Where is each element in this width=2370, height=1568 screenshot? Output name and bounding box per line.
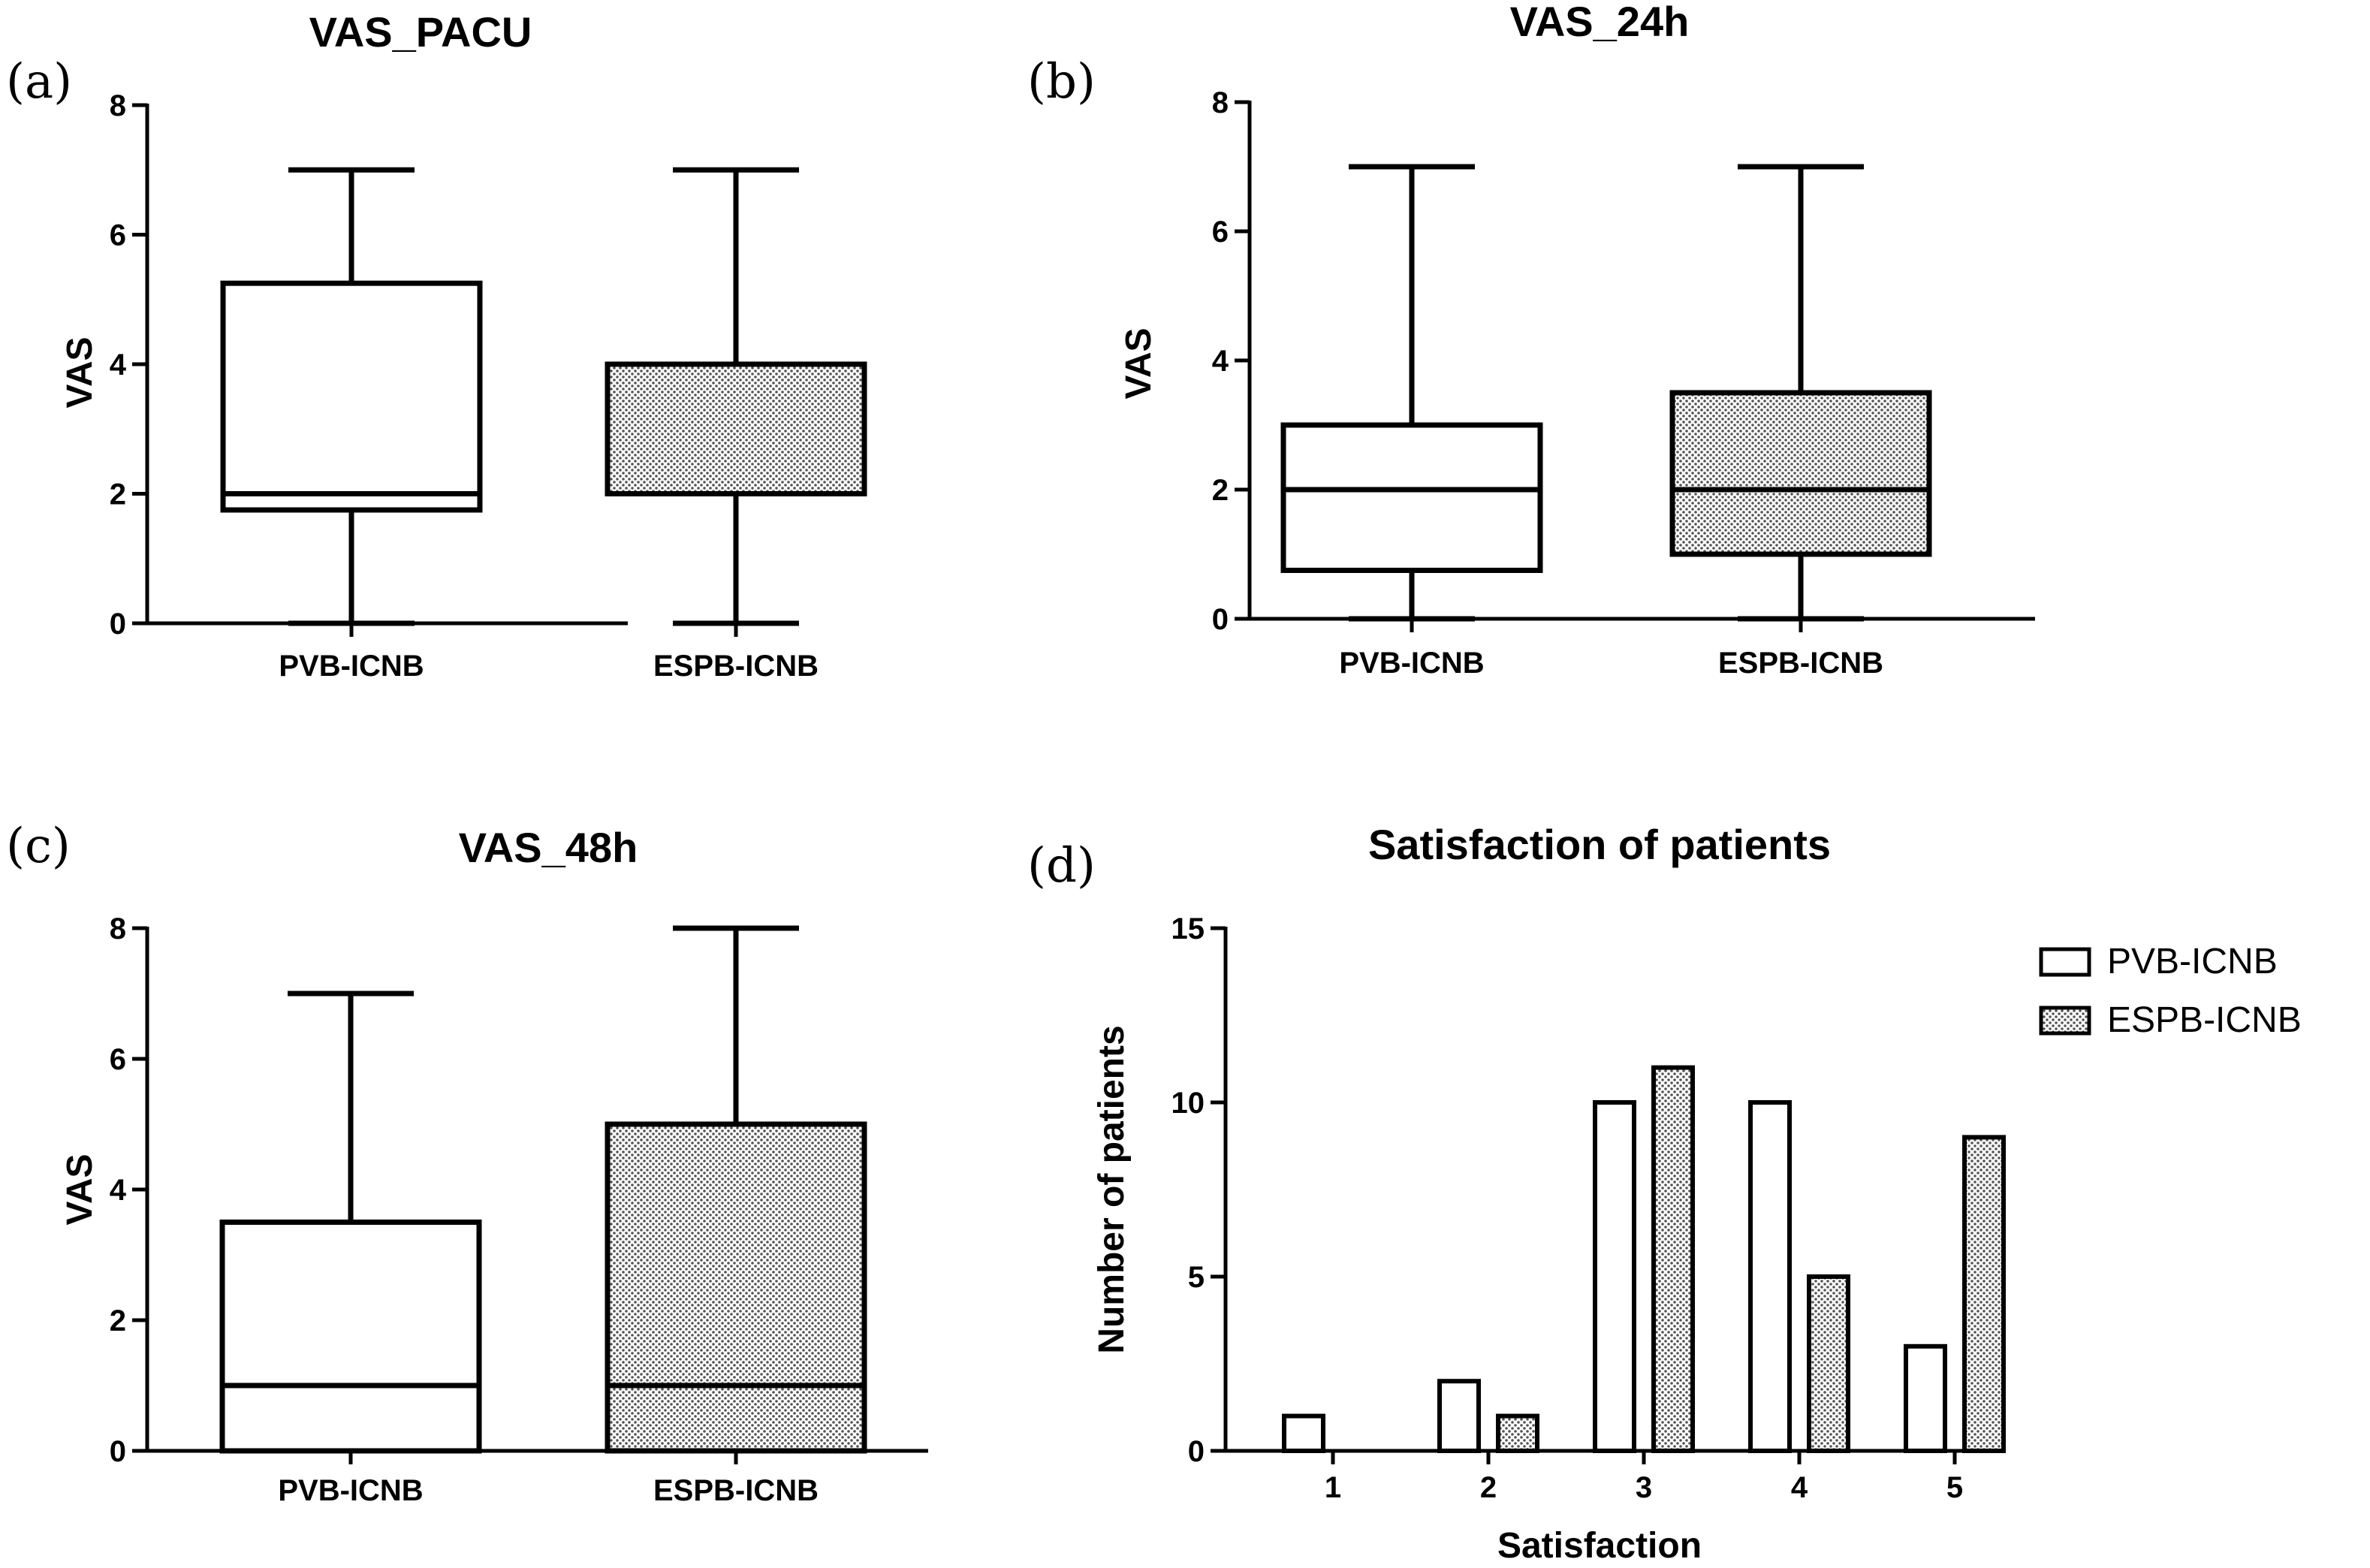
y-tick-label: 2 xyxy=(110,478,126,511)
iqr-box xyxy=(605,361,867,496)
x-ticks: PVB-ICNB ESPB-ICNB xyxy=(1339,619,1883,680)
x-tick-label: PVB-ICNB xyxy=(278,1474,423,1507)
y-ticks: 0 2 4 6 8 xyxy=(110,912,147,1468)
y-tick-label: 5 xyxy=(1188,1261,1205,1294)
x-axis-label: Satisfaction xyxy=(1497,1526,1702,1566)
box-1 xyxy=(605,167,867,626)
y-tick-label: 0 xyxy=(110,1435,126,1468)
x-tick-label: 5 xyxy=(1946,1471,1963,1504)
box-0 xyxy=(1280,164,1543,622)
y-tick-label: 2 xyxy=(1212,474,1229,507)
x-tick-label: PVB-ICNB xyxy=(279,650,424,683)
bar-ESPB-ICNB-4 xyxy=(1807,1274,1850,1453)
y-tick-label: 4 xyxy=(1212,345,1229,378)
y-ticks: 0 5 10 15 xyxy=(1171,912,1226,1468)
x-tick-label: PVB-ICNB xyxy=(1339,647,1484,680)
x-ticks: PVB-ICNB ESPB-ICNB xyxy=(278,1451,819,1507)
chart-title: VAS_PACU xyxy=(309,8,532,56)
box-1 xyxy=(605,925,867,1454)
bar-ESPB-ICNB-5 xyxy=(1962,1135,2006,1454)
y-tick-label: 0 xyxy=(1212,603,1229,636)
chart-title: VAS_24h xyxy=(1510,0,1690,45)
panel-d: (d) Satisfaction of patients Number of p… xyxy=(1027,821,2302,1566)
x-tick-label: ESPB-ICNB xyxy=(1718,647,1883,680)
iqr-box xyxy=(1280,422,1543,573)
x-tick-label: 3 xyxy=(1636,1471,1652,1504)
y-tick-label: 10 xyxy=(1171,1087,1205,1120)
y-tick-label: 4 xyxy=(110,348,127,381)
y-tick-label: 2 xyxy=(110,1304,126,1337)
bar-PVB-ICNB-5 xyxy=(1904,1343,1947,1454)
panel-a: (a) VAS_PACU VAS 0 2 4 6 8 PVB-ICNB ESPB-ICNB xyxy=(6,8,867,683)
y-ticks: 0 2 4 6 8 xyxy=(1212,86,1250,636)
box-marks xyxy=(1280,164,1932,622)
bar-marks xyxy=(1282,1065,2006,1454)
x-tick-label: 4 xyxy=(1791,1471,1808,1504)
x-ticks: PVB-ICNB ESPB-ICNB xyxy=(279,623,819,683)
y-tick-label: 15 xyxy=(1171,912,1205,945)
panel-label: (b) xyxy=(1027,54,1096,110)
y-axis-label: Number of patients xyxy=(1092,1025,1132,1353)
x-tick-label: ESPB-ICNB xyxy=(653,650,819,683)
y-tick-label: 0 xyxy=(1188,1435,1205,1468)
box-marks xyxy=(219,925,867,1454)
y-ticks: 0 2 4 6 8 xyxy=(110,89,147,641)
y-axis-label: VAS xyxy=(60,1153,100,1225)
chart-title: Satisfaction of patients xyxy=(1368,821,1831,868)
y-axis-label: VAS xyxy=(60,336,100,408)
panel-label: (a) xyxy=(6,54,72,110)
bar-PVB-ICNB-2 xyxy=(1437,1379,1481,1453)
x-tick-label: 1 xyxy=(1325,1471,1341,1504)
y-axis-label: VAS xyxy=(1119,327,1159,399)
box-1 xyxy=(1669,164,1932,622)
legend: PVB-ICNB ESPB-ICNB xyxy=(2039,942,2302,1040)
x-tick-label: ESPB-ICNB xyxy=(653,1474,819,1507)
iqr-box xyxy=(219,1220,482,1454)
y-tick-label: 4 xyxy=(110,1174,127,1207)
y-tick-label: 8 xyxy=(110,89,126,122)
y-tick-label: 8 xyxy=(110,912,126,945)
legend-label: PVB-ICNB xyxy=(2107,942,2278,982)
legend-label: ESPB-ICNB xyxy=(2107,1000,2302,1040)
panel-label: (c) xyxy=(6,819,71,874)
y-tick-label: 6 xyxy=(110,219,126,252)
bar-PVB-ICNB-3 xyxy=(1593,1100,1636,1453)
legend-swatch xyxy=(2039,1006,2091,1036)
iqr-box xyxy=(605,1121,867,1454)
y-tick-label: 6 xyxy=(1212,216,1229,249)
x-tick-label: 2 xyxy=(1480,1471,1497,1504)
y-tick-label: 0 xyxy=(110,608,126,641)
bar-ESPB-ICNB-2 xyxy=(1496,1413,1539,1453)
iqr-box xyxy=(220,280,483,513)
chart-title: VAS_48h xyxy=(459,824,638,871)
bar-PVB-ICNB-1 xyxy=(1282,1413,1325,1453)
panel-c: (c) VAS_48h VAS 0 2 4 6 8 PVB-ICNB ESPB-ICNB xyxy=(6,819,928,1507)
panel-label: (d) xyxy=(1027,838,1096,894)
box-0 xyxy=(220,167,483,626)
legend-swatch xyxy=(2039,947,2091,977)
x-ticks: 1 2 3 4 5 xyxy=(1325,1451,1963,1504)
bar-ESPB-ICNB-3 xyxy=(1651,1065,1695,1453)
panel-b: (b) VAS_24h VAS 0 2 4 6 8 PVB-ICNB ESPB-ICNB xyxy=(1027,0,2035,680)
box-0 xyxy=(219,991,482,1454)
bar-PVB-ICNB-4 xyxy=(1748,1100,1792,1453)
y-tick-label: 6 xyxy=(110,1043,126,1076)
box-marks xyxy=(220,167,867,626)
y-tick-label: 8 xyxy=(1212,86,1229,119)
iqr-box xyxy=(1669,390,1932,557)
